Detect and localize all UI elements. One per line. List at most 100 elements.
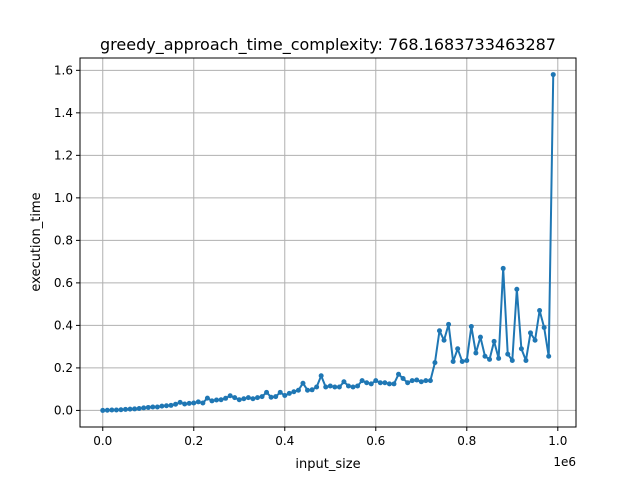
data-point: [100, 407, 106, 413]
data-point: [109, 407, 115, 413]
data-point: [177, 399, 183, 405]
data-point: [505, 351, 511, 357]
data-point: [327, 383, 333, 389]
data-point: [436, 328, 442, 334]
data-point: [455, 346, 461, 352]
y-tick-label: 0.6: [54, 276, 73, 290]
data-point: [341, 379, 347, 385]
data-point: [550, 72, 556, 78]
data-point: [432, 360, 438, 366]
data-point: [123, 406, 129, 412]
data-point: [113, 407, 119, 413]
series-line: [102, 74, 555, 412]
data-point: [318, 373, 324, 379]
data-point: [268, 394, 274, 400]
data-point: [446, 321, 452, 327]
data-point: [241, 396, 247, 402]
data-point: [305, 387, 311, 393]
data-point: [277, 389, 283, 395]
data-point: [441, 337, 447, 343]
data-point: [204, 395, 210, 401]
axis-ticks: 0.0 0.2 0.4 0.6 0.8 1.0 0.0 0.2 0.4 0.6 0.8 1.0 1.2 1…: [54, 63, 567, 448]
data-point: [168, 402, 174, 408]
grid: [80, 58, 576, 427]
x-axis-label: input_size: [295, 457, 360, 472]
data-point: [427, 378, 433, 384]
series-layer: [100, 72, 556, 413]
data-point: [227, 393, 233, 399]
y-tick-label: 0.0: [54, 403, 73, 417]
y-tick-label: 0.4: [54, 318, 73, 332]
y-tick-label: 1.6: [54, 63, 73, 77]
y-tick-label: 1.2: [54, 148, 73, 162]
data-point: [423, 378, 429, 384]
data-point: [191, 400, 197, 406]
data-point: [473, 350, 479, 356]
data-point: [468, 323, 474, 329]
data-point: [537, 308, 543, 314]
data-point: [405, 380, 411, 386]
data-point: [355, 383, 361, 389]
data-point: [141, 405, 147, 411]
data-point: [336, 384, 342, 390]
data-point: [450, 359, 456, 365]
data-point: [186, 400, 192, 406]
data-point: [496, 355, 502, 361]
data-point: [127, 406, 133, 412]
data-point: [282, 393, 288, 399]
data-point: [459, 359, 465, 365]
plot-frame: [79, 57, 577, 428]
data-point: [314, 384, 320, 390]
chart-title: greedy_approach_time_complexity: 768.168…: [100, 35, 556, 55]
data-point: [132, 406, 138, 412]
data-point: [391, 381, 397, 387]
data-point: [154, 404, 160, 410]
data-point: [200, 400, 206, 406]
data-point: [195, 399, 201, 405]
y-tick-label: 0.2: [54, 361, 73, 375]
y-axis-label: execution_time: [29, 192, 44, 291]
data-point: [273, 394, 279, 400]
data-point: [295, 387, 301, 393]
data-point: [118, 407, 124, 413]
data-point: [364, 380, 370, 386]
data-point: [236, 397, 242, 403]
x-tick-label: 0.2: [184, 434, 203, 448]
data-point: [514, 286, 520, 292]
data-point: [136, 406, 142, 412]
x-tick-label: 0.0: [93, 434, 112, 448]
data-point: [464, 357, 470, 363]
y-tick-label: 0.8: [54, 233, 73, 247]
data-point: [291, 389, 297, 395]
data-point: [382, 380, 388, 386]
data-point: [350, 384, 356, 390]
data-point: [409, 378, 415, 384]
data-point: [218, 397, 224, 403]
data-point: [491, 338, 497, 344]
data-point: [414, 377, 420, 383]
data-point: [541, 325, 547, 331]
data-point: [173, 401, 179, 407]
data-point: [182, 401, 188, 407]
data-point: [214, 397, 220, 403]
data-point: [145, 404, 151, 410]
data-point: [232, 395, 238, 401]
data-point: [300, 380, 306, 386]
data-point: [546, 353, 552, 359]
data-point: [309, 387, 315, 393]
data-point: [259, 394, 265, 400]
data-point: [223, 395, 229, 401]
data-point: [254, 395, 260, 401]
data-point: [323, 384, 329, 390]
data-point: [518, 346, 524, 352]
data-point: [286, 390, 292, 396]
data-point: [332, 384, 338, 390]
data-point: [509, 357, 515, 363]
data-point: [368, 381, 374, 387]
data-point: [532, 337, 538, 343]
x-axis-offset-text: 1e6: [553, 455, 576, 469]
x-tick-label: 0.8: [457, 434, 476, 448]
data-point: [104, 407, 110, 413]
data-point: [245, 395, 251, 401]
